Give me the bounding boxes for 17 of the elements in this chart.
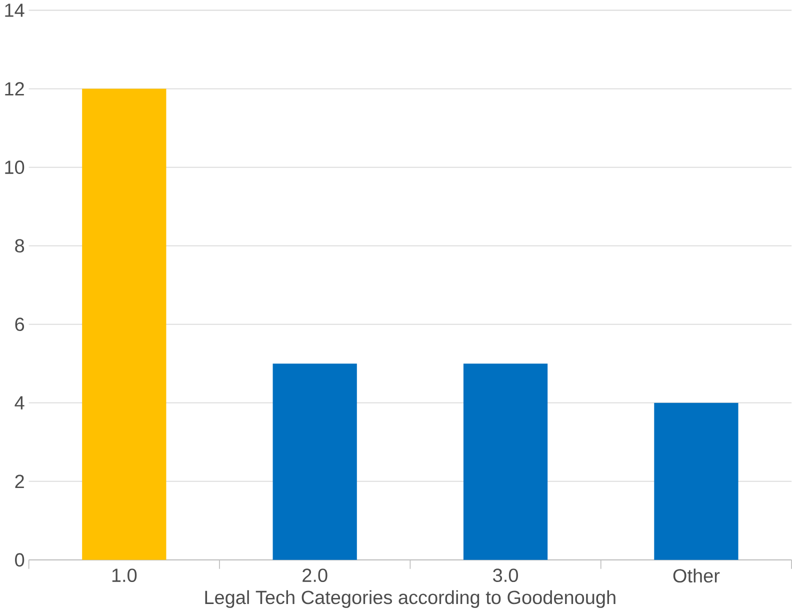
y-tick-label: 12 bbox=[5, 82, 24, 96]
x-tick-label: Other bbox=[673, 568, 720, 583]
x-tick-label: 3.0 bbox=[493, 568, 518, 582]
x-tick-label: 2.0 bbox=[302, 568, 328, 582]
y-tick-label: 4 bbox=[14, 396, 24, 410]
bar bbox=[272, 364, 357, 560]
y-tick-label: 2 bbox=[15, 474, 24, 488]
bar bbox=[654, 403, 738, 560]
y-tick-label: 6 bbox=[15, 318, 24, 332]
x-axis-title: Legal Tech Categories according to Goodenough bbox=[205, 590, 616, 608]
y-tick-label: 8 bbox=[15, 239, 24, 253]
y-tick-label: 0 bbox=[15, 553, 24, 567]
x-tick-label: 1.0 bbox=[112, 568, 137, 582]
y-tick-label: 10 bbox=[5, 160, 24, 174]
bar bbox=[463, 364, 548, 560]
y-tick-label: 14 bbox=[5, 4, 24, 17]
bar bbox=[82, 88, 166, 560]
